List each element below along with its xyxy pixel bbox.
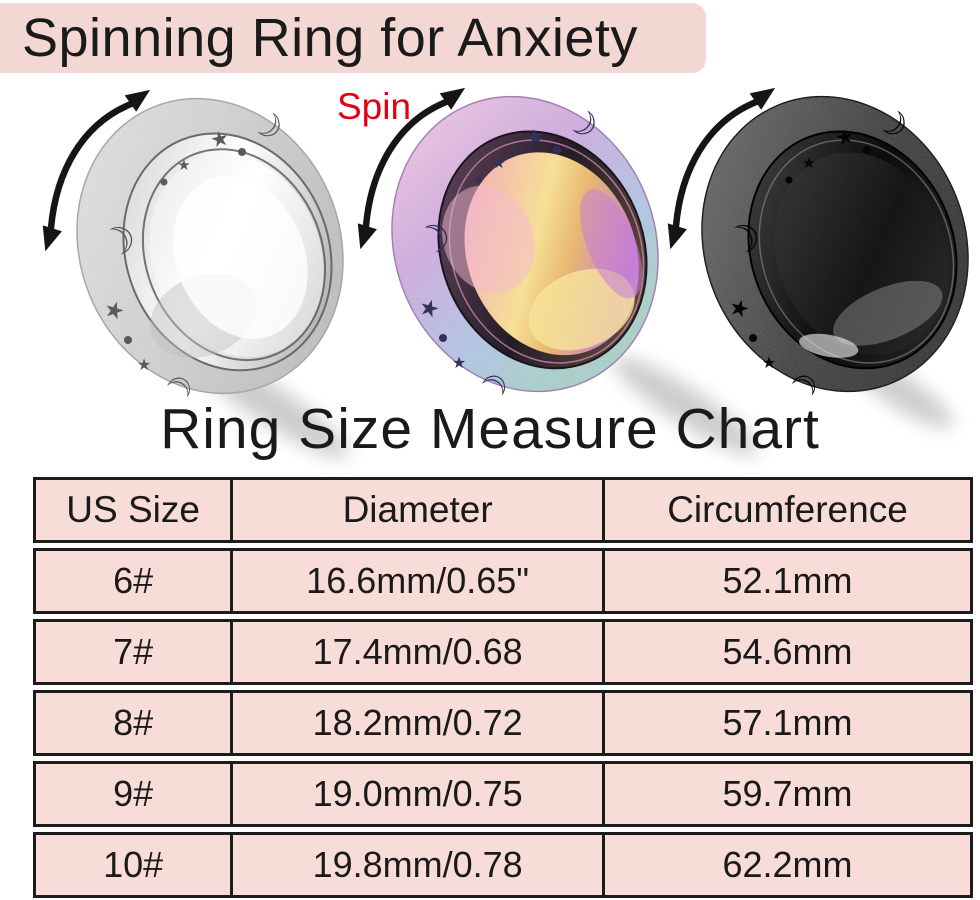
black-ring-image: ☽ ★ ★ ☽ ★ ★ ☽ [667, 87, 969, 409]
spin-arrow-icon [667, 87, 776, 250]
dot-icon [238, 148, 246, 156]
us-size-value: 6# [113, 560, 154, 601]
table-row: 10# 19.8mm/0.78 62.2mm [33, 832, 973, 898]
column-header-circumference: Circumference [601, 480, 970, 540]
circumference-value: 54.6mm [601, 622, 970, 682]
diameter-value: 19.0mm/0.75 [230, 764, 602, 824]
page-title: Spinning Ring for Anxiety [22, 8, 638, 68]
size-chart-heading: Ring Size Measure Chart [160, 397, 820, 461]
star-icon: ★ [492, 154, 505, 172]
star-icon: ★ [452, 353, 466, 372]
rainbow-ring-figure: ☽ ★ ★ ☽ ★ ★ ☽ [343, 76, 663, 409]
star-icon: ★ [177, 156, 190, 174]
us-size-value: 8# [113, 702, 154, 743]
star-icon: ★ [802, 154, 815, 172]
ring-band [76, 97, 344, 395]
diameter-value: 16.6mm/0.65" [230, 551, 602, 611]
dot-icon [439, 334, 447, 342]
dot-icon [553, 146, 561, 154]
title-banner: Spinning Ring for Anxiety [0, 3, 706, 73]
dot-icon [475, 176, 483, 184]
dot-icon [124, 336, 132, 344]
star-icon: ★ [833, 123, 856, 150]
table-row: 6# 16.6mm/0.65" 52.1mm [33, 548, 973, 614]
star-icon: ★ [523, 123, 546, 150]
column-header-us-size: US Size [66, 489, 200, 530]
spin-arrow-icon [357, 87, 466, 250]
us-size-value: 7# [113, 631, 154, 672]
us-size-value: 9# [113, 773, 154, 814]
silver-ring-image: ☽ ★ ★ ☽ ★ ★ ☽ [42, 89, 344, 411]
dot-icon [160, 178, 168, 186]
star-icon: ★ [762, 353, 776, 372]
table-row: 7# 17.4mm/0.68 54.6mm [33, 619, 973, 685]
table-row: 9# 19.0mm/0.75 59.7mm [33, 761, 973, 827]
circumference-value: 57.1mm [601, 693, 970, 753]
us-size-value: 10# [103, 844, 164, 885]
star-icon: ★ [137, 355, 151, 374]
ring-size-table: US Size Diameter Circumference 6# 16.6mm… [33, 477, 973, 900]
spin-text: Spin [337, 86, 412, 127]
circumference-value: 59.7mm [601, 764, 970, 824]
ring-band [391, 95, 659, 393]
diameter-value: 19.8mm/0.78 [230, 835, 602, 895]
silver-ring-figure: ☽ ★ ★ ☽ ★ ★ ☽ [28, 78, 348, 411]
star-icon: ★ [208, 125, 231, 152]
black-ring-figure: ☽ ★ ★ ☽ ★ ★ ☽ [653, 76, 973, 409]
dot-icon [785, 176, 793, 184]
table-header-row: US Size Diameter Circumference [33, 477, 973, 543]
diameter-value: 17.4mm/0.68 [230, 622, 602, 682]
diameter-value: 18.2mm/0.72 [230, 693, 602, 753]
rainbow-ring-image: ☽ ★ ★ ☽ ★ ★ ☽ [357, 87, 659, 409]
circumference-value: 62.2mm [601, 835, 970, 895]
dot-icon [863, 146, 871, 154]
circumference-value: 52.1mm [601, 551, 970, 611]
ring-band [701, 95, 969, 393]
column-header-diameter: Diameter [230, 480, 602, 540]
dot-icon [749, 334, 757, 342]
spin-arrow-icon [42, 89, 151, 252]
table-row: 8# 18.2mm/0.72 57.1mm [33, 690, 973, 756]
